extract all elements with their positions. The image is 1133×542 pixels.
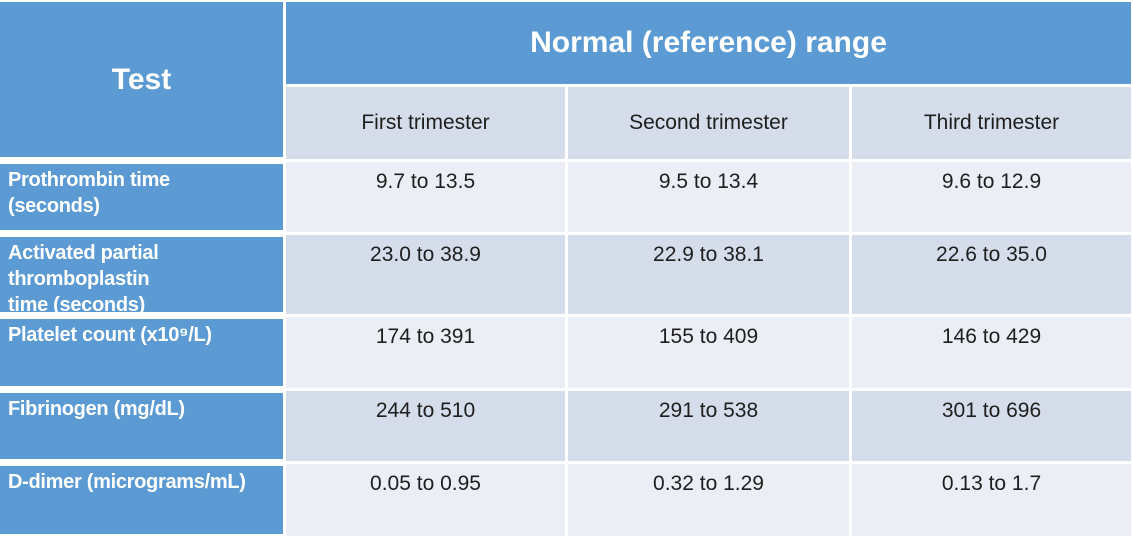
- row-header-d-dimer: D-dimer (micrograms/mL): [0, 464, 283, 536]
- cell-d-dimer-second: 0.32 to 1.29: [568, 464, 849, 536]
- cell-aptt-first: 23.0 to 38.9: [286, 235, 565, 314]
- cell-platelet-second: 155 to 409: [568, 317, 849, 388]
- cell-prothrombin-second: 9.5 to 13.4: [568, 162, 849, 232]
- test-header-cell: Test: [0, 2, 283, 159]
- cell-aptt-second: 22.9 to 38.1: [568, 235, 849, 314]
- cell-prothrombin-first: 9.7 to 13.5: [286, 162, 565, 232]
- cell-prothrombin-third: 9.6 to 12.9: [852, 162, 1131, 232]
- row-header-platelet-count: Platelet count (x10⁹/L): [0, 317, 283, 388]
- column-header-first-trimester: First trimester: [286, 87, 565, 159]
- cell-platelet-first: 174 to 391: [286, 317, 565, 388]
- cell-d-dimer-first: 0.05 to 0.95: [286, 464, 565, 536]
- cell-d-dimer-third: 0.13 to 1.7: [852, 464, 1131, 536]
- cell-fibrinogen-third: 301 to 696: [852, 391, 1131, 461]
- row-header-prothrombin-time: Prothrombin time (seconds): [0, 162, 283, 232]
- column-header-third-trimester: Third trimester: [852, 87, 1131, 159]
- column-header-second-trimester: Second trimester: [568, 87, 849, 159]
- cell-aptt-third: 22.6 to 35.0: [852, 235, 1131, 314]
- row-header-aptt: Activated partial thromboplastin time (s…: [0, 235, 283, 316]
- row-header-fibrinogen: Fibrinogen (mg/dL): [0, 391, 283, 461]
- cell-platelet-third: 146 to 429: [852, 317, 1131, 388]
- cell-fibrinogen-first: 244 to 510: [286, 391, 565, 461]
- group-header-cell: Normal (reference) range: [286, 2, 1131, 84]
- cell-fibrinogen-second: 291 to 538: [568, 391, 849, 461]
